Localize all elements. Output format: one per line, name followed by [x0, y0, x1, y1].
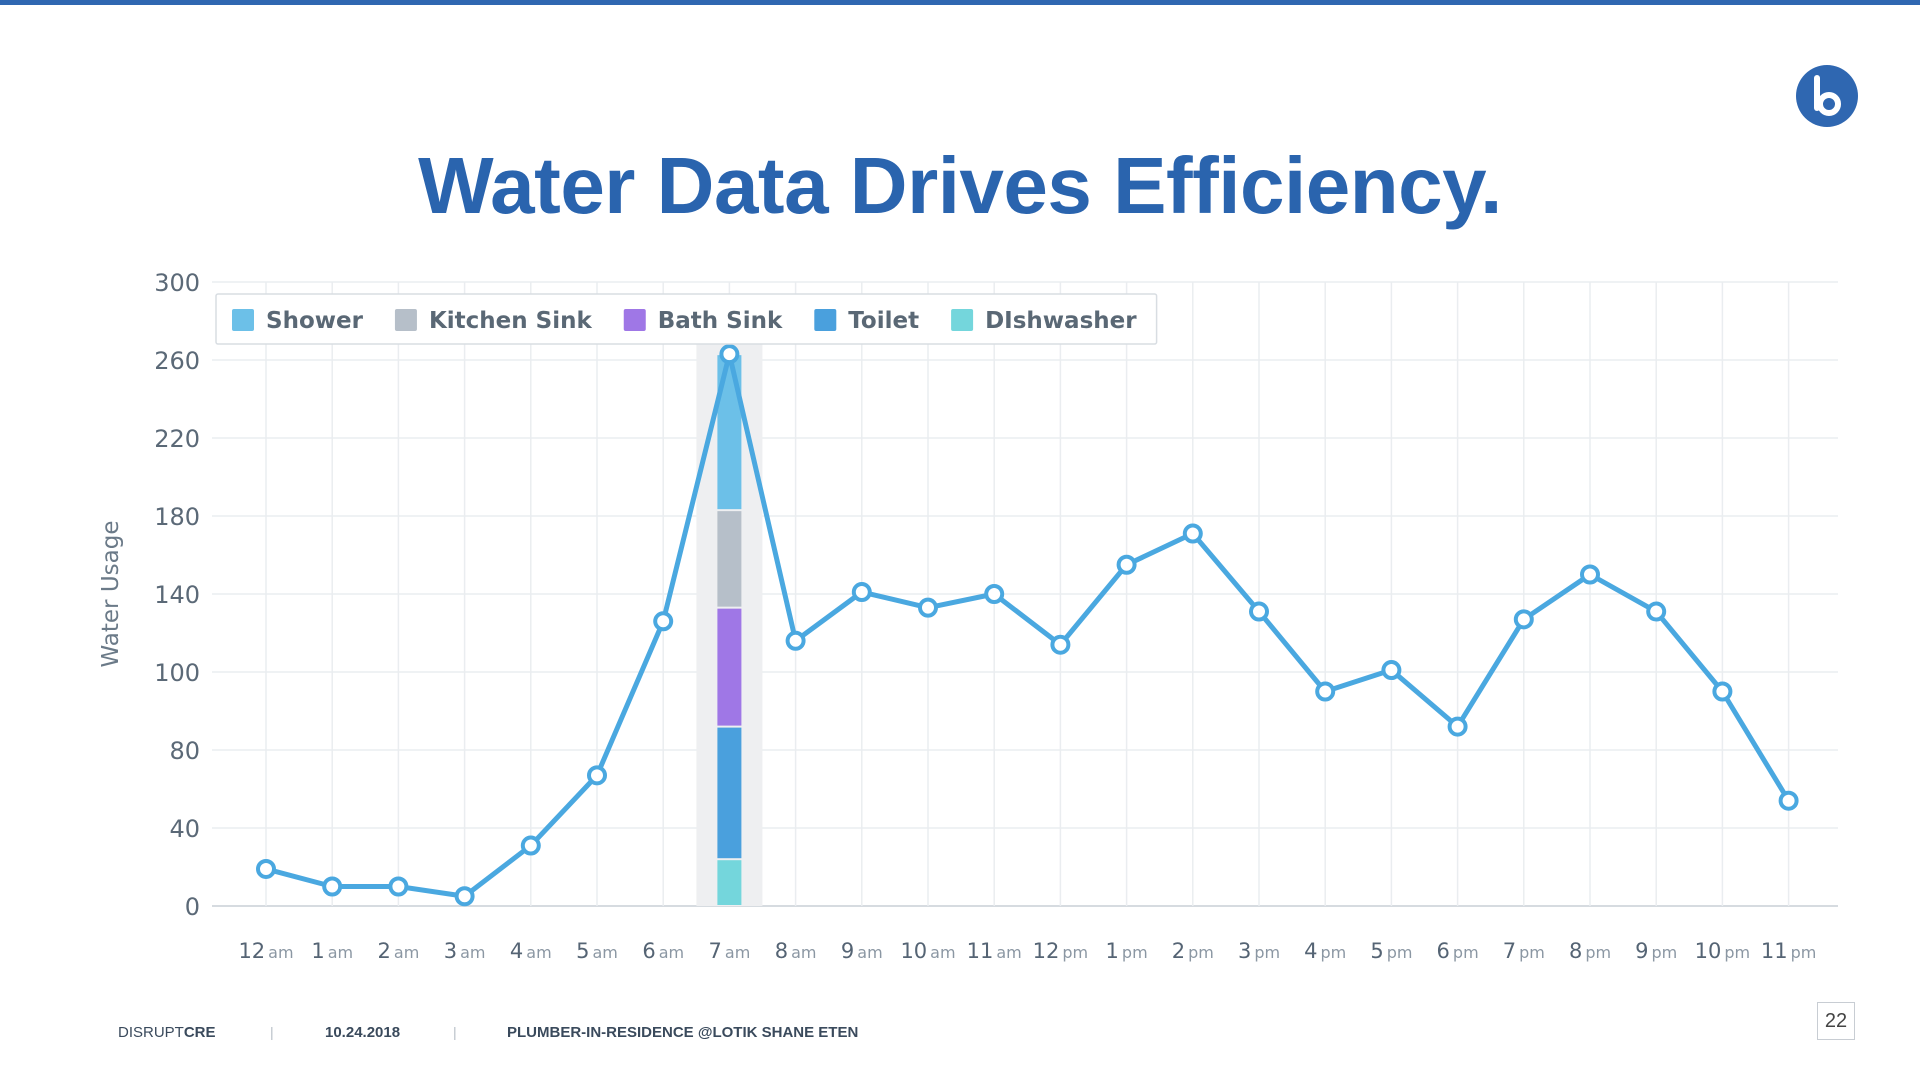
x-tick-label: 10 pm [1695, 939, 1750, 963]
legend-label[interactable]: DIshwasher [985, 308, 1137, 334]
y-tick-label: 220 [154, 425, 200, 453]
data-point[interactable] [1315, 681, 1336, 702]
legend-swatch [814, 309, 837, 331]
y-tick-label: 260 [154, 347, 200, 375]
footer-brand: DISRUPTCRE [118, 1024, 216, 1041]
x-tick-label: 2 am [378, 939, 420, 963]
data-point[interactable] [785, 630, 806, 651]
data-point[interactable] [1249, 601, 1269, 622]
y-tick-label: 300 [154, 269, 200, 297]
stacked-breakdown-bar [717, 355, 742, 905]
data-point[interactable] [520, 835, 541, 856]
x-tick-label: 12 pm [1033, 939, 1088, 963]
stack-segment-dishwasher [717, 860, 742, 905]
data-point[interactable] [1447, 716, 1468, 737]
x-tick-label: 9 am [841, 939, 883, 963]
series-line-total [265, 351, 1791, 899]
data-point[interactable] [322, 876, 343, 897]
y-tick-label: 40 [169, 815, 200, 843]
x-tick-label: 5 pm [1370, 939, 1412, 963]
x-tick-label: 8 am [775, 939, 817, 963]
footer-brand-light: DISRUPT [118, 1024, 184, 1041]
x-axis: 12 am 1 am 2 am 3 am 4 am 5 am 6 am 7 am 8 am 9 am 10 am 11 am 1… [238, 939, 1816, 963]
legend-box [215, 293, 1158, 345]
x-tick-label: 10 am [900, 939, 955, 963]
stack-segment-bath-sink [717, 608, 742, 726]
stack-segment-kitchen-sink [717, 511, 742, 607]
top-accent-bar [0, 0, 1920, 5]
y-tick-label: 100 [154, 659, 200, 687]
x-tick-label: 9 pm [1635, 939, 1677, 963]
y-axis-label: Water Usage [98, 521, 124, 668]
data-point[interactable] [1646, 601, 1667, 622]
legend-label[interactable]: Toilet [848, 308, 919, 334]
chart-grid [212, 281, 1838, 907]
x-tick-label: 12 am [238, 939, 293, 963]
data-point[interactable] [587, 765, 607, 786]
footer-event: PLUMBER-IN-RESIDENCE @LOTIK SHANE ETEN [507, 1024, 859, 1041]
legend-swatch [394, 309, 417, 331]
slide-title: Water Data Drives Efficiency. [418, 141, 1502, 230]
legend-label[interactable]: Shower [266, 308, 364, 334]
data-point[interactable] [1778, 790, 1799, 811]
y-tick-label: 140 [154, 581, 200, 609]
data-point[interactable] [388, 876, 409, 897]
x-tick-label: 4 am [510, 939, 552, 963]
legend-swatch [951, 309, 974, 331]
x-tick-label: 3 pm [1238, 939, 1280, 963]
y-tick-label: 0 [185, 893, 200, 921]
series-points [256, 344, 1799, 907]
y-tick-label: 80 [169, 737, 200, 765]
water-usage-chart: 0 40 80 100 140 180 220 260 300 12 am 1 am 2 am 3 am 4 am… [98, 269, 1838, 963]
data-point[interactable] [984, 584, 1005, 604]
x-tick-label: 2 pm [1172, 939, 1214, 963]
x-tick-label: 8 pm [1569, 939, 1611, 963]
x-tick-label: 11 am [967, 939, 1022, 963]
x-tick-label: 5 am [576, 939, 618, 963]
legend-label[interactable]: Kitchen Sink [429, 308, 593, 334]
data-point[interactable] [719, 344, 740, 365]
data-point[interactable] [1050, 634, 1071, 655]
chart-legend: Shower Kitchen Sink Bath Sink Toilet DIshwas… [215, 293, 1158, 345]
data-point[interactable] [256, 858, 276, 879]
x-tick-label: 4 pm [1304, 939, 1346, 963]
data-point[interactable] [1182, 523, 1203, 544]
data-point[interactable] [851, 582, 872, 603]
x-tick-label: 3 am [444, 939, 486, 963]
data-point[interactable] [918, 597, 938, 618]
footer-brand-bold: CRE [183, 1024, 216, 1041]
footer-separator: | [270, 1024, 274, 1040]
data-point[interactable] [1580, 564, 1600, 585]
x-tick-label: 6 pm [1437, 939, 1479, 963]
x-tick-label: 7 pm [1503, 939, 1545, 963]
x-tick-label: 6 am [642, 939, 684, 963]
page-number: 22 [1817, 1002, 1855, 1040]
legend-swatch [232, 309, 254, 331]
data-point[interactable] [1513, 609, 1534, 630]
footer-separator: | [453, 1024, 457, 1040]
x-tick-label: 11 pm [1761, 939, 1816, 963]
y-tick-label: 180 [154, 503, 200, 531]
data-point[interactable] [454, 886, 475, 907]
data-point[interactable] [1116, 554, 1137, 575]
x-tick-label: 1 am [311, 939, 353, 963]
data-point[interactable] [653, 611, 674, 632]
footer-date: 10.24.2018 [325, 1024, 401, 1041]
y-axis: 0 40 80 100 140 180 220 260 300 [154, 269, 200, 921]
data-point[interactable] [1381, 660, 1402, 681]
legend-label[interactable]: Bath Sink [658, 308, 783, 334]
x-tick-label: 7 am [709, 939, 751, 963]
stack-segment-toilet [717, 727, 742, 859]
lotik-logo-icon [1796, 65, 1858, 127]
data-point[interactable] [1712, 681, 1733, 702]
legend-swatch [623, 309, 646, 331]
x-tick-label: 1 pm [1106, 939, 1148, 963]
